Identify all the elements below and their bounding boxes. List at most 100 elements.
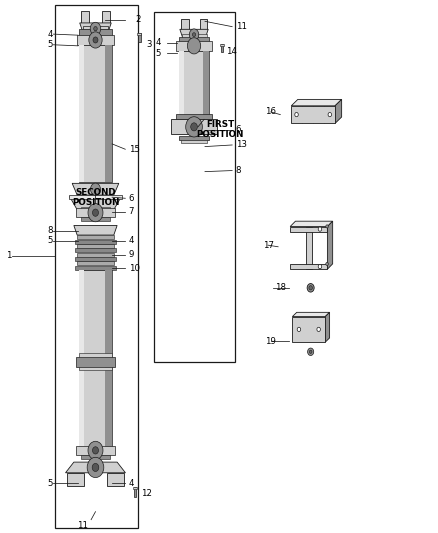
Polygon shape (70, 197, 121, 213)
Text: 9: 9 (129, 251, 134, 259)
Polygon shape (180, 19, 188, 30)
Polygon shape (107, 473, 124, 486)
Circle shape (295, 112, 298, 117)
Text: 5: 5 (155, 49, 161, 58)
Bar (81, 207, 110, 210)
Text: 14: 14 (226, 47, 237, 56)
Polygon shape (335, 99, 342, 123)
Bar (74, 257, 116, 261)
Text: 6: 6 (236, 125, 241, 134)
Text: 10: 10 (129, 264, 140, 272)
Polygon shape (179, 51, 184, 120)
Text: 4: 4 (47, 30, 53, 38)
Bar (181, 34, 207, 37)
Circle shape (328, 112, 332, 117)
Polygon shape (290, 227, 328, 232)
Polygon shape (291, 99, 342, 106)
Text: 6: 6 (129, 194, 134, 203)
Bar (76, 208, 115, 217)
Text: 13: 13 (236, 141, 247, 149)
Bar (137, 33, 141, 35)
Bar (77, 244, 114, 248)
Bar (77, 253, 114, 257)
Polygon shape (106, 45, 112, 182)
Polygon shape (200, 19, 208, 30)
Text: 1: 1 (6, 252, 11, 260)
Text: FIRST
POSITION: FIRST POSITION (196, 120, 244, 139)
Circle shape (89, 32, 102, 48)
Circle shape (94, 27, 97, 31)
Text: SECOND
POSITION: SECOND POSITION (72, 188, 119, 207)
Bar (55, 5, 138, 528)
Polygon shape (79, 45, 84, 182)
Circle shape (318, 264, 321, 269)
Bar (69, 195, 122, 199)
Polygon shape (203, 51, 209, 120)
Circle shape (192, 33, 196, 37)
Polygon shape (290, 221, 333, 227)
Polygon shape (67, 473, 84, 486)
Circle shape (92, 447, 99, 454)
Polygon shape (179, 51, 209, 120)
Text: 4: 4 (129, 237, 134, 245)
Bar (81, 455, 110, 459)
Text: 8: 8 (47, 227, 53, 235)
Polygon shape (80, 23, 111, 36)
Circle shape (88, 204, 103, 222)
Circle shape (189, 29, 199, 41)
Circle shape (191, 123, 198, 131)
Text: 7: 7 (129, 207, 134, 216)
Bar (77, 35, 114, 45)
Polygon shape (293, 317, 325, 342)
Bar (77, 261, 114, 265)
Circle shape (88, 441, 103, 459)
Bar (221, 44, 223, 52)
Circle shape (189, 120, 199, 132)
Text: 12: 12 (141, 489, 152, 497)
Polygon shape (180, 29, 208, 41)
Bar (79, 29, 112, 36)
Circle shape (318, 227, 321, 231)
Polygon shape (79, 270, 112, 454)
Text: 4: 4 (129, 479, 134, 488)
Bar (134, 487, 136, 497)
Polygon shape (106, 270, 112, 454)
Circle shape (326, 225, 328, 228)
Bar (79, 367, 112, 370)
Bar (75, 357, 116, 367)
Text: 11: 11 (236, 22, 247, 31)
Text: 16: 16 (265, 108, 276, 116)
Text: 19: 19 (265, 337, 276, 345)
Circle shape (90, 22, 101, 35)
Circle shape (309, 286, 312, 290)
Circle shape (326, 262, 328, 265)
Polygon shape (293, 312, 330, 317)
Polygon shape (173, 121, 215, 132)
Circle shape (92, 209, 99, 216)
Bar (79, 353, 112, 357)
Bar (181, 140, 207, 143)
Text: 18: 18 (275, 284, 286, 292)
Polygon shape (79, 270, 84, 454)
Bar (171, 119, 217, 134)
Text: 5: 5 (47, 237, 53, 245)
Bar (220, 44, 224, 46)
Bar (74, 240, 116, 244)
Polygon shape (66, 462, 125, 473)
Bar (81, 217, 110, 221)
Bar (77, 236, 114, 239)
Polygon shape (328, 221, 333, 269)
Text: 3: 3 (146, 41, 152, 49)
Bar (176, 114, 212, 119)
Circle shape (307, 284, 314, 292)
Circle shape (93, 37, 98, 43)
Bar (179, 37, 209, 42)
Circle shape (91, 183, 100, 195)
Text: 5: 5 (47, 479, 53, 488)
Circle shape (297, 327, 301, 332)
Text: 5: 5 (47, 41, 53, 49)
Bar (176, 41, 212, 51)
Polygon shape (291, 106, 335, 123)
Text: 8: 8 (236, 166, 241, 175)
Polygon shape (290, 264, 328, 269)
